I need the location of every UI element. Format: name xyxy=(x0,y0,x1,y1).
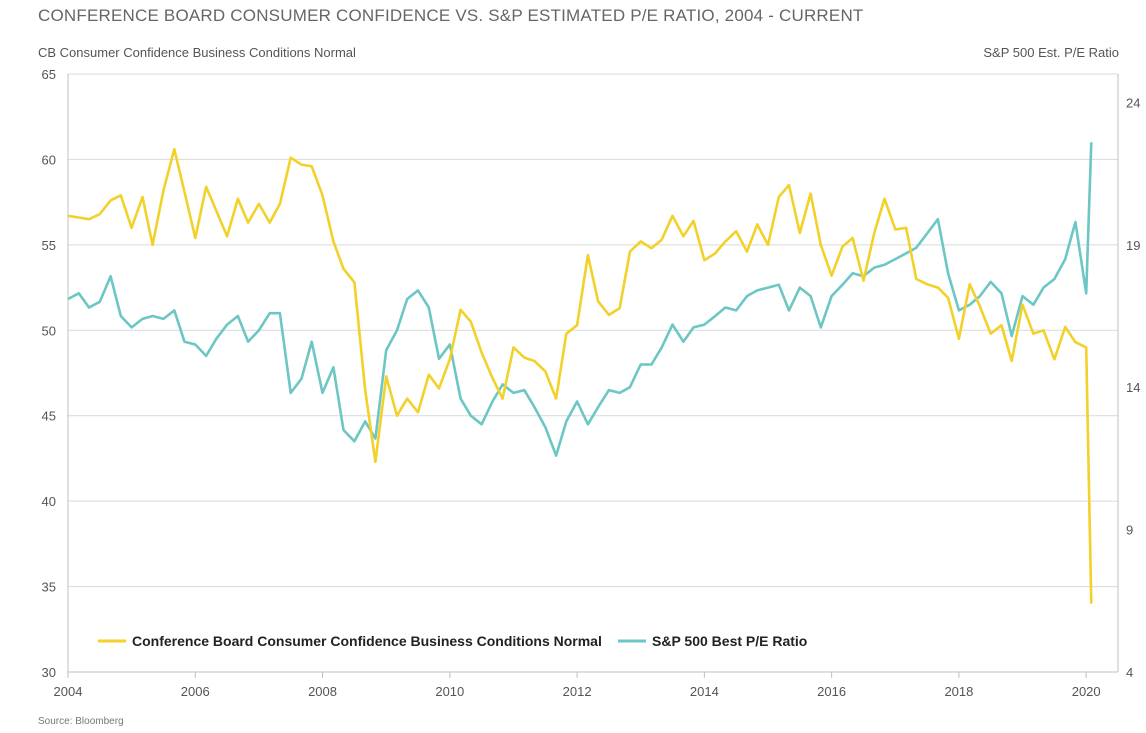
x-tick-label: 2018 xyxy=(944,684,973,699)
legend-label-consumer-confidence: Conference Board Consumer Confidence Bus… xyxy=(132,633,602,649)
x-ticks: 2004 2006 2008 2010 2012 2014 2016 2018 2020 xyxy=(54,672,1101,699)
x-tick-label: 2010 xyxy=(435,684,464,699)
right-tick-label: 9 xyxy=(1126,523,1133,538)
left-tick-label: 50 xyxy=(42,323,56,338)
right-axis-label: S&P 500 Est. P/E Ratio xyxy=(983,45,1119,60)
legend: Conference Board Consumer Confidence Bus… xyxy=(98,633,807,649)
chart-title: CONFERENCE BOARD CONSUMER CONFIDENCE VS.… xyxy=(38,6,864,25)
x-tick-label: 2016 xyxy=(817,684,846,699)
source-note: Source: Bloomberg xyxy=(38,716,124,727)
left-tick-label: 55 xyxy=(42,238,56,253)
left-tick-label: 40 xyxy=(42,494,56,509)
left-tick-label: 35 xyxy=(42,580,56,595)
x-tick-label: 2012 xyxy=(563,684,592,699)
right-tick-label: 4 xyxy=(1126,665,1133,680)
x-tick-label: 2004 xyxy=(54,684,83,699)
series-line-consumer-confidence xyxy=(67,147,1093,604)
left-tick-label: 45 xyxy=(42,409,56,424)
right-y-ticks: 4 9 14 19 24 xyxy=(1126,95,1140,680)
x-tick-label: 2008 xyxy=(308,684,337,699)
left-tick-label: 60 xyxy=(42,152,56,167)
left-y-ticks: 30 35 40 45 50 55 60 65 xyxy=(42,67,56,680)
series-lines xyxy=(67,142,1093,604)
grid-lines xyxy=(68,73,1118,673)
right-tick-label: 19 xyxy=(1126,238,1140,253)
right-tick-label: 24 xyxy=(1126,95,1140,110)
right-tick-label: 14 xyxy=(1126,380,1140,395)
axes xyxy=(67,74,1119,673)
x-tick-label: 2014 xyxy=(690,684,719,699)
x-tick-label: 2020 xyxy=(1072,684,1101,699)
left-tick-label: 65 xyxy=(42,67,56,82)
x-tick-label: 2006 xyxy=(181,684,210,699)
legend-label-pe-ratio: S&P 500 Best P/E Ratio xyxy=(652,633,807,649)
series-line-pe-ratio xyxy=(67,142,1093,457)
left-axis-label: CB Consumer Confidence Business Conditio… xyxy=(38,45,356,60)
left-tick-label: 30 xyxy=(42,665,56,680)
